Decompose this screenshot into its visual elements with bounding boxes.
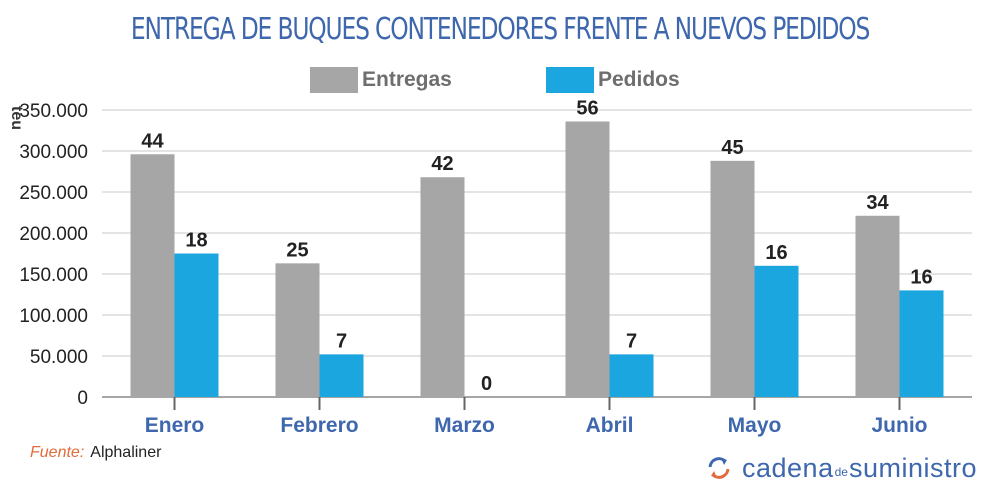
bar-entregas [275, 263, 320, 397]
data-label: 7 [336, 330, 347, 352]
legend-item-entregas: Entregas [310, 66, 452, 94]
data-label: 25 [286, 239, 308, 261]
bar-entregas [130, 154, 175, 397]
legend-label-pedidos: Pedidos [598, 68, 680, 91]
bar-entregas [710, 160, 755, 397]
x-tick-label: Enero [145, 414, 205, 437]
brand-text-suministro: suministro [848, 452, 977, 483]
bar-chart: 44 18 25 7 42 0 56 7 45 16 34 16 0 50.000 100.000 150.… [8, 97, 972, 437]
y-tick-label: 0 [77, 388, 88, 409]
gridlines [102, 109, 972, 398]
legend-item-pedidos: Pedidos [546, 66, 680, 94]
y-tick-label: 300.000 [19, 142, 88, 163]
data-label: 7 [626, 330, 637, 352]
legend-swatch-pedidos [546, 67, 594, 93]
legend-label-entregas: Entregas [362, 68, 452, 91]
data-label: 0 [481, 373, 492, 395]
x-tick-label: Marzo [434, 414, 495, 437]
chart-title: ENTREGA DE BUQUES CONTENEDORES FRENTE A … [130, 12, 870, 47]
y-tick-label: 350.000 [19, 101, 88, 122]
source-value: Alphaliner [90, 444, 162, 461]
bar-entregas [420, 177, 465, 397]
brand-text-de: de [834, 465, 848, 479]
bar-pedidos [319, 354, 364, 397]
data-label: 45 [721, 137, 743, 159]
y-tick-label: 50.000 [30, 347, 88, 368]
cycle-arrows-icon [708, 457, 730, 479]
x-tick-label: Mayo [728, 414, 782, 437]
data-label: 16 [910, 266, 932, 288]
bar-pedidos [899, 290, 944, 397]
x-tick-label: Abril [586, 414, 634, 437]
bar-pedidos [754, 265, 799, 397]
y-tick-label: 200.000 [19, 224, 88, 245]
data-label: 56 [576, 97, 598, 119]
axes: 0 50.000 100.000 150.000 200.000 250.000 300.0… [19, 101, 927, 437]
y-axis-label: teu [8, 106, 25, 130]
data-label: 44 [141, 130, 164, 152]
y-tick-label: 150.000 [19, 265, 88, 286]
bar-pedidos [174, 253, 219, 397]
brand-text-cadena: cadena [742, 452, 834, 483]
y-tick-label: 250.000 [19, 183, 88, 204]
bar-entregas [565, 121, 610, 397]
bar-pedidos [609, 354, 654, 397]
source-label: Fuente: [30, 444, 85, 461]
bars: 44 18 25 7 42 0 56 7 45 16 34 16 [130, 97, 944, 397]
x-tick-label: Junio [872, 414, 928, 437]
y-tick-label: 100.000 [19, 306, 88, 327]
legend-swatch-entregas [310, 67, 358, 93]
data-label: 42 [431, 153, 453, 175]
data-label: 16 [765, 242, 787, 264]
data-label: 18 [185, 230, 207, 252]
source-note: Fuente: Alphaliner [30, 444, 161, 462]
brand-logo: cadena de suministro [706, 451, 977, 485]
bar-entregas [855, 215, 900, 397]
data-label: 34 [866, 192, 889, 214]
x-tick-label: Febrero [280, 414, 358, 437]
